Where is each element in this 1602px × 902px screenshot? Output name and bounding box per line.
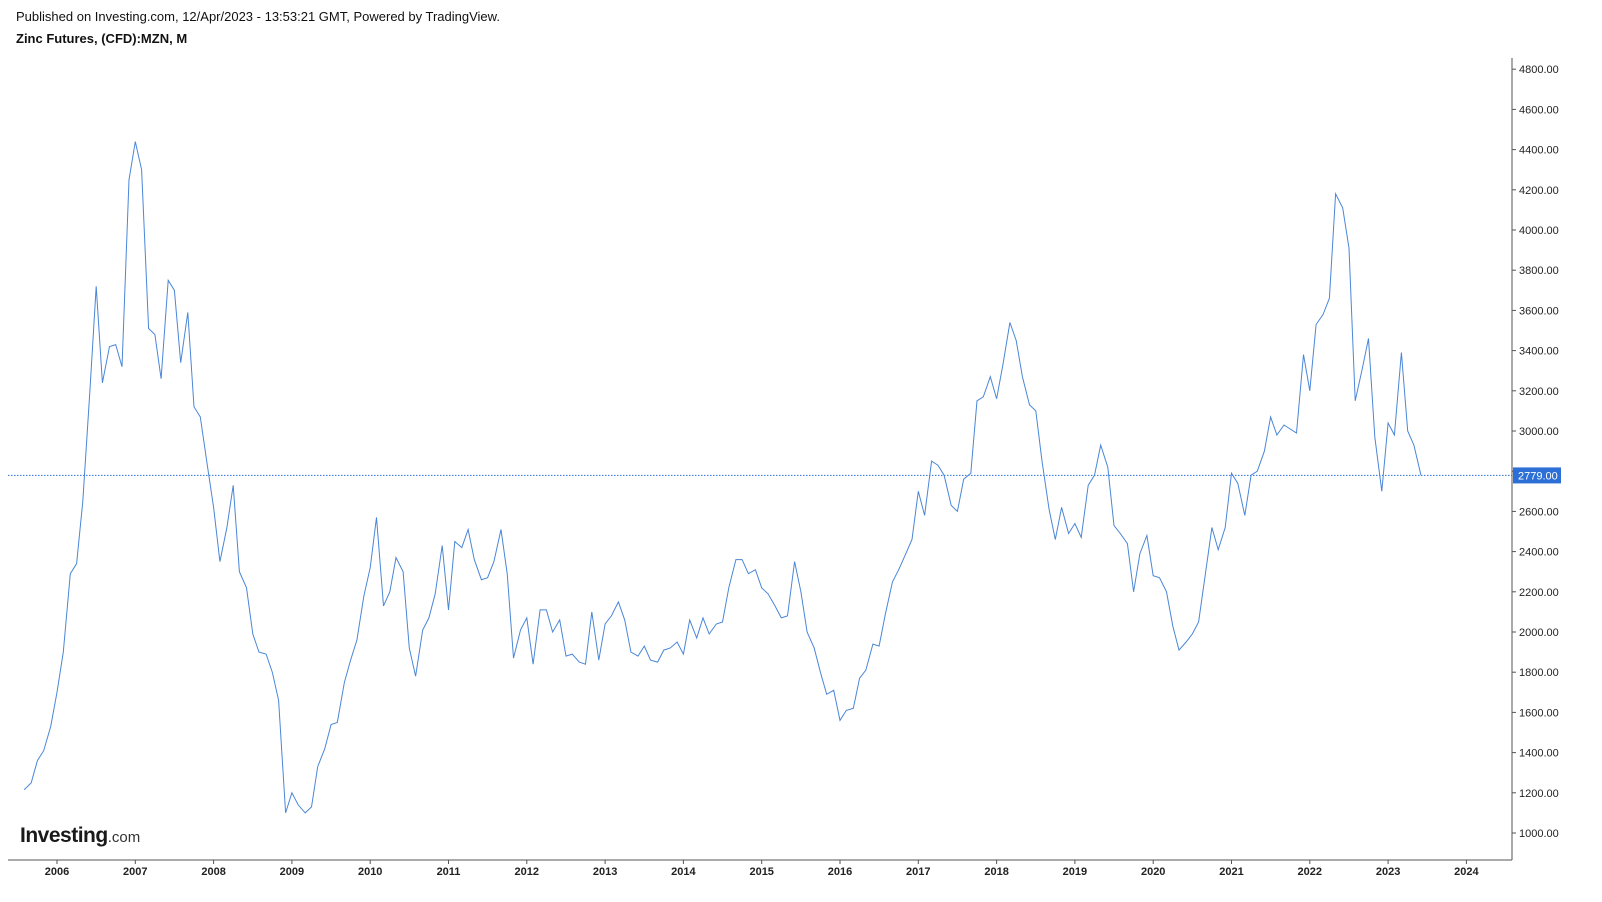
chart-symbol-title: Zinc Futures, (CFD):MZN, M — [16, 31, 188, 46]
y-tick-label: 4800.00 — [1519, 64, 1559, 76]
x-tick-label: 2016 — [828, 866, 852, 878]
last-price-label-bg — [1513, 467, 1561, 484]
logo-brand: Investing — [20, 824, 108, 847]
series-line — [23, 141, 1422, 814]
x-tick-label: 2008 — [201, 866, 225, 878]
y-tick-label: 3000.00 — [1519, 426, 1559, 438]
y-axis: 1000.00 1200.00 1400.00 1600.00 1800.00 2000.… — [1512, 64, 1559, 840]
y-tick-label: 3800.00 — [1519, 265, 1559, 277]
y-tick-label: 3200.00 — [1519, 386, 1559, 398]
published-info: Published on Investing.com, 12/Apr/2023 … — [16, 9, 500, 24]
x-tick-label: 2021 — [1219, 866, 1243, 878]
y-tick-label: 1200.00 — [1519, 788, 1559, 800]
y-tick-label: 2200.00 — [1519, 587, 1559, 599]
x-tick-label: 2014 — [671, 866, 696, 878]
x-tick-label: 2020 — [1141, 866, 1165, 878]
y-tick-label: 3600.00 — [1519, 305, 1559, 317]
x-tick-label: 2017 — [906, 866, 930, 878]
x-tick-label: 2011 — [437, 866, 461, 878]
x-tick-label: 2009 — [280, 866, 304, 878]
y-tick-label: 1000.00 — [1519, 828, 1559, 840]
x-tick-label: 2018 — [984, 866, 1008, 878]
x-tick-label: 2006 — [45, 866, 69, 878]
x-tick-label: 2007 — [123, 866, 147, 878]
y-tick-label: 4400.00 — [1519, 145, 1559, 157]
x-tick-label: 2013 — [593, 866, 617, 878]
x-tick-label: 2023 — [1376, 866, 1400, 878]
logo-tld: .com — [107, 829, 141, 846]
y-tick-label: 4000.00 — [1519, 225, 1559, 237]
y-tick-label: 2600.00 — [1519, 506, 1559, 518]
x-tick-label: 2022 — [1298, 866, 1322, 878]
last-price-label: 2779.00 — [1513, 467, 1561, 484]
y-tick-label: 4200.00 — [1519, 185, 1559, 197]
x-axis: 2006 2007 2008 2009 2010 2011 2012 2013 2014 2015… — [45, 860, 1480, 878]
x-tick-label: 2019 — [1063, 866, 1087, 878]
y-tick-label: 4600.00 — [1519, 104, 1559, 116]
y-tick-label: 1800.00 — [1519, 667, 1559, 679]
x-tick-label: 2015 — [749, 866, 773, 878]
y-tick-label: 3400.00 — [1519, 346, 1559, 358]
last-price-label-text: 2779.00 — [1518, 470, 1558, 482]
x-tick-label: 2010 — [358, 866, 382, 878]
y-tick-label: 1400.00 — [1519, 748, 1559, 760]
investing-logo: Investing.com — [20, 824, 140, 848]
y-tick-label: 2400.00 — [1519, 547, 1559, 559]
x-tick-label: 2024 — [1454, 866, 1479, 878]
x-tick-label: 2012 — [515, 866, 539, 878]
y-tick-label: 2000.00 — [1519, 627, 1559, 639]
y-tick-label: 1600.00 — [1519, 707, 1559, 719]
